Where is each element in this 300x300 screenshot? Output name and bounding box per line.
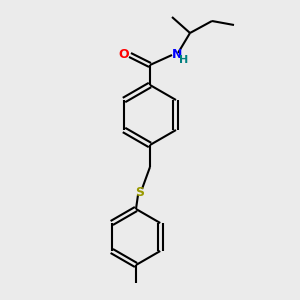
Text: S: S [136, 185, 145, 199]
Text: O: O [119, 47, 129, 61]
Text: H: H [179, 55, 189, 65]
Text: N: N [172, 47, 182, 61]
